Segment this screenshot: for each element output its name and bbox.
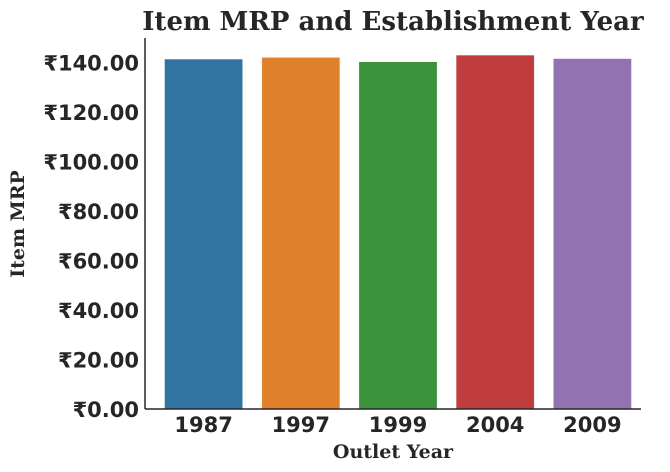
y-tick-label: ₹120.00 [43,101,139,125]
bar-1987 [164,59,243,410]
bar-2004 [456,55,535,410]
y-tick-label: ₹20.00 [58,349,139,373]
bar-1997 [261,57,340,409]
chart-title: Item MRP and Establishment Year [142,7,644,37]
y-axis-label: Item MRP [7,170,29,278]
bar-1999 [359,61,437,409]
x-axis-label: Outlet Year [333,441,454,463]
x-tick-label: 1999 [369,413,427,437]
x-tick-label: 1997 [272,413,330,437]
x-tick-label: 2009 [563,413,621,437]
y-tick-label: ₹140.00 [43,52,139,76]
y-tick-label: ₹60.00 [58,250,139,274]
y-tick-label: ₹40.00 [58,299,139,323]
y-tick-label: ₹0.00 [73,398,139,422]
y-ticks-group: ₹0.00 ₹20.00 ₹40.00 ₹60.00 ₹80.00 ₹100.00 ₹120… [43,52,139,422]
y-tick-label: ₹80.00 [58,200,139,224]
x-ticks-group: 1987 1997 1999 2004 2009 [174,413,621,437]
bars-group [164,55,632,410]
bar-2009 [553,58,632,409]
x-tick-label: 2004 [466,413,524,437]
y-tick-label: ₹100.00 [43,151,139,175]
x-tick-label: 1987 [174,413,232,437]
